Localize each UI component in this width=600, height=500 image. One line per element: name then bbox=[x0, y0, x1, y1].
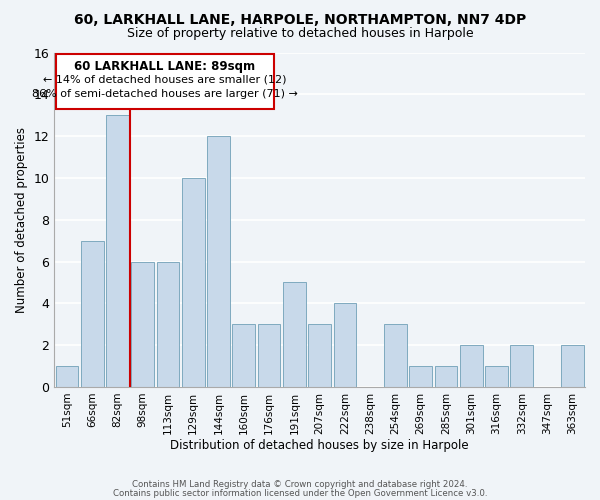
Text: 60 LARKHALL LANE: 89sqm: 60 LARKHALL LANE: 89sqm bbox=[74, 60, 256, 72]
Bar bbox=[485, 366, 508, 387]
Text: ← 14% of detached houses are smaller (12): ← 14% of detached houses are smaller (12… bbox=[43, 74, 287, 85]
FancyBboxPatch shape bbox=[56, 54, 274, 109]
Bar bbox=[334, 304, 356, 387]
Y-axis label: Number of detached properties: Number of detached properties bbox=[15, 126, 28, 312]
X-axis label: Distribution of detached houses by size in Harpole: Distribution of detached houses by size … bbox=[170, 440, 469, 452]
Bar bbox=[511, 345, 533, 387]
Bar bbox=[561, 345, 584, 387]
Bar bbox=[434, 366, 457, 387]
Bar bbox=[308, 324, 331, 387]
Bar bbox=[81, 240, 104, 387]
Text: Contains public sector information licensed under the Open Government Licence v3: Contains public sector information licen… bbox=[113, 489, 487, 498]
Bar bbox=[106, 115, 129, 387]
Bar bbox=[207, 136, 230, 387]
Bar bbox=[131, 262, 154, 387]
Bar bbox=[258, 324, 280, 387]
Text: Contains HM Land Registry data © Crown copyright and database right 2024.: Contains HM Land Registry data © Crown c… bbox=[132, 480, 468, 489]
Bar bbox=[384, 324, 407, 387]
Bar bbox=[283, 282, 306, 387]
Text: Size of property relative to detached houses in Harpole: Size of property relative to detached ho… bbox=[127, 28, 473, 40]
Bar bbox=[409, 366, 432, 387]
Bar bbox=[182, 178, 205, 387]
Bar bbox=[157, 262, 179, 387]
Bar bbox=[232, 324, 255, 387]
Text: 60, LARKHALL LANE, HARPOLE, NORTHAMPTON, NN7 4DP: 60, LARKHALL LANE, HARPOLE, NORTHAMPTON,… bbox=[74, 12, 526, 26]
Text: 86% of semi-detached houses are larger (71) →: 86% of semi-detached houses are larger (… bbox=[32, 90, 298, 100]
Bar bbox=[56, 366, 78, 387]
Bar bbox=[460, 345, 482, 387]
